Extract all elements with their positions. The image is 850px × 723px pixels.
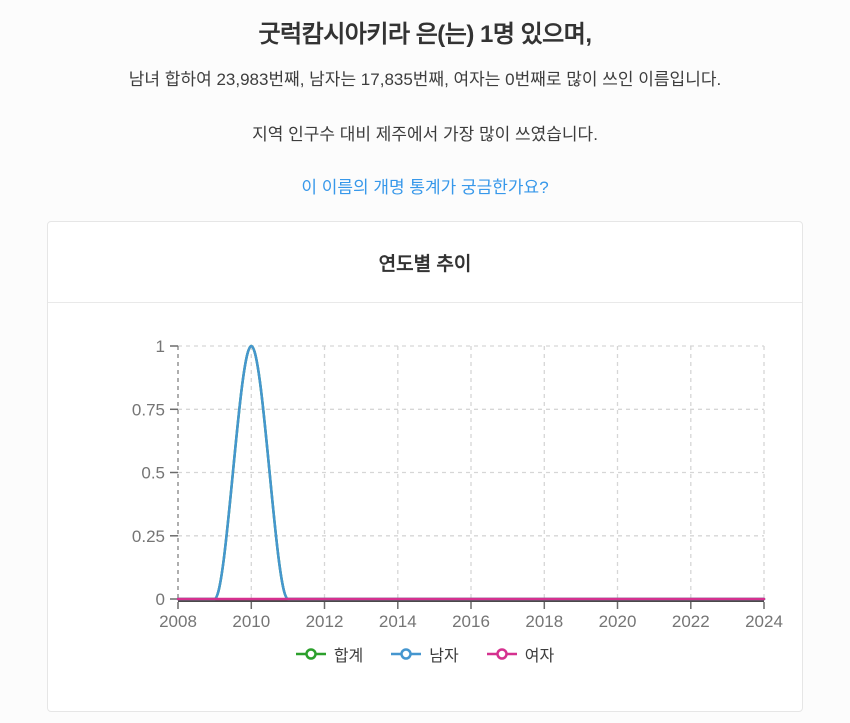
y-tick-label: 1 xyxy=(156,337,165,356)
legend-item-합계[interactable]: 합계 xyxy=(295,642,364,666)
legend-item-남자[interactable]: 남자 xyxy=(391,642,459,666)
legend-item-여자[interactable]: 여자 xyxy=(486,642,555,666)
y-tick-label: 0.75 xyxy=(132,400,165,419)
legend-marker-icon xyxy=(486,648,517,660)
x-tick-label: 2018 xyxy=(525,612,563,631)
legend-label: 남자 xyxy=(429,648,459,665)
x-tick-label: 2024 xyxy=(745,612,783,631)
legend-label: 합계 xyxy=(333,648,364,665)
legend-label: 여자 xyxy=(524,648,555,665)
chart-legend: 합계 남자 여자 xyxy=(48,642,802,666)
rename-stats-link[interactable]: 이 이름의 개명 통계가 궁금한가요? xyxy=(301,178,549,197)
y-tick-label: 0.5 xyxy=(141,464,165,483)
page-title: 굿럭캄시아키라 은(는) 1명 있으며, xyxy=(258,21,592,48)
region-summary-text: 지역 인구수 대비 제주에서 가장 많이 쓰였습니다. xyxy=(252,125,598,144)
x-tick-label: 2012 xyxy=(306,612,344,631)
x-tick-label: 2010 xyxy=(232,612,270,631)
yearly-trend-card: 연도별 추이 0 0.25 0.5 0.75 1 2008 2010 2012 2014 2016… xyxy=(47,221,803,712)
trend-card-title: 연도별 추이 xyxy=(378,253,472,275)
trend-chart: 0 0.25 0.5 0.75 1 2008 2010 2012 2014 2016 2018 202… xyxy=(132,337,783,631)
trend-chart-area: 0 0.25 0.5 0.75 1 2008 2010 2012 2014 2016 2018 202… xyxy=(48,303,804,633)
x-tick-label: 2014 xyxy=(379,612,417,631)
x-tick-label: 2022 xyxy=(672,612,710,631)
y-tick-label: 0 xyxy=(156,590,165,609)
trend-card-header: 연도별 추이 xyxy=(48,222,802,303)
x-tick-label: 2020 xyxy=(599,612,637,631)
x-tick-label: 2008 xyxy=(159,612,197,631)
x-tick-label: 2016 xyxy=(452,612,490,631)
legend-marker-icon xyxy=(295,648,326,660)
y-tick-label: 0.25 xyxy=(132,527,165,546)
rank-summary-text: 남녀 합하여 23,983번째, 남자는 17,835번째, 여자는 0번째로 … xyxy=(128,70,722,89)
legend-marker-icon xyxy=(391,648,422,660)
